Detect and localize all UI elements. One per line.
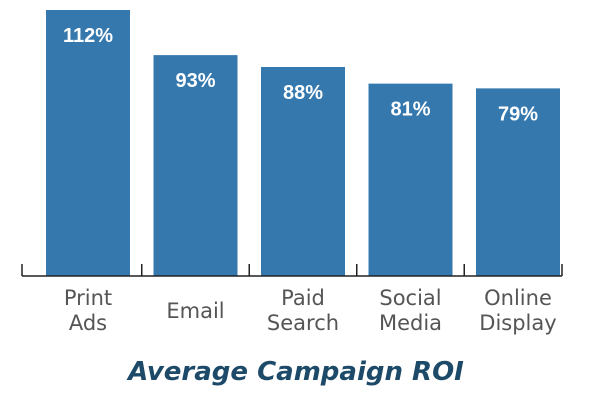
chart-title: Average Campaign ROI [126,357,464,387]
category-label: Online Display [479,286,556,335]
category-label-line: Social [379,286,441,310]
category-label-line: Display [479,311,556,335]
data-label: 112% [63,25,113,47]
category-label-line: Email [166,299,224,323]
bar [261,67,345,276]
data-label: 81% [390,99,430,121]
category-label: Email [166,299,224,323]
bar [153,55,238,276]
bar [476,88,560,276]
data-label: 93% [175,70,215,92]
category-label-line: Online [484,286,552,310]
category-label-line: Media [379,311,442,335]
category-labels-group: Print Ads Email Paid Search Social Media Online… [64,286,557,335]
category-label-line: Ads [69,311,107,335]
bar [368,83,453,276]
bars-group: 112% 93% 88% 81% 79% [46,10,560,276]
category-label-line: Search [267,311,339,335]
data-label: 79% [498,103,538,125]
category-label-line: Print [64,286,112,310]
data-label: 88% [283,82,323,104]
category-label: Print Ads [64,286,112,335]
category-label: Paid Search [267,286,339,335]
bar [46,10,130,276]
x-axis [21,264,563,277]
category-label-line: Paid [281,286,325,310]
category-label: Social Media [379,286,442,335]
